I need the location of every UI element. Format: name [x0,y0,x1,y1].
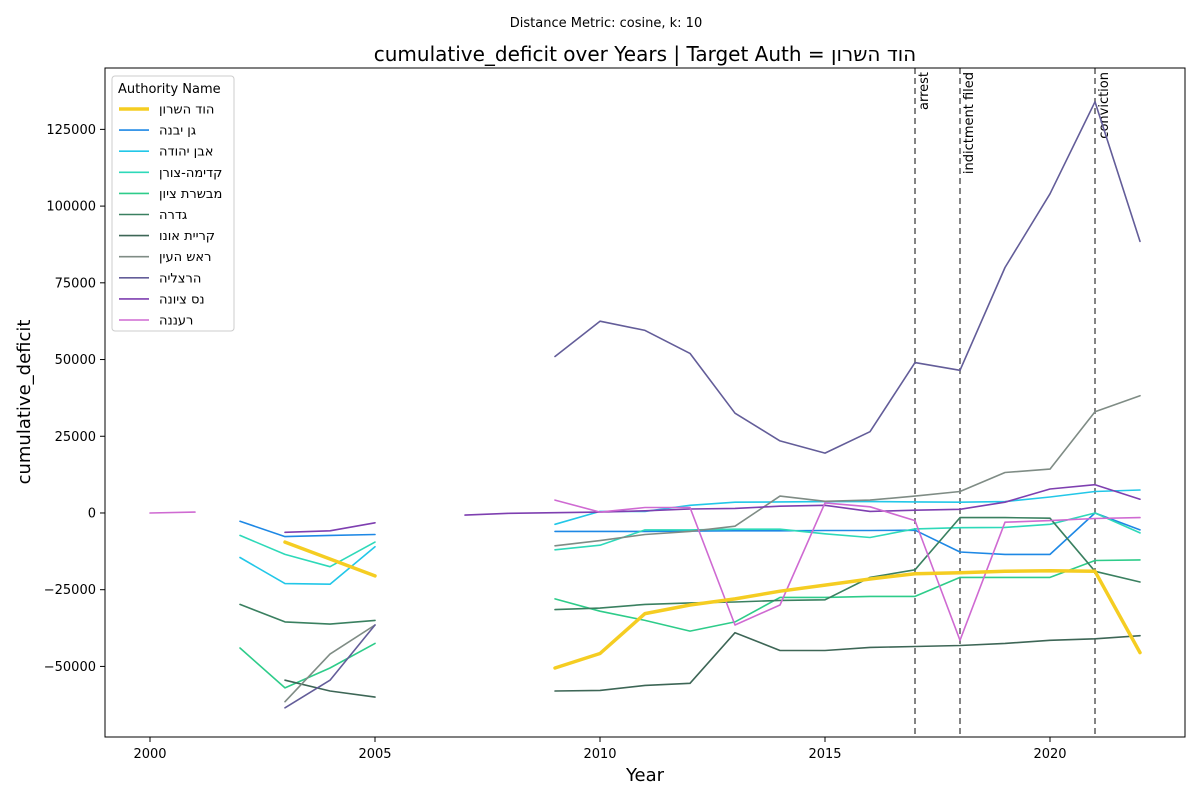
series-line [239,603,376,625]
series-line [554,512,1141,551]
legend-entry: הוד השרון [159,103,214,118]
y-tick-label: 25000 [55,430,96,445]
event-label: indictment filed [962,72,977,174]
series-line [283,540,377,578]
series-line [554,512,1141,556]
x-tick-label: 2005 [358,747,391,762]
legend-entry: קדימה-צורן [159,166,222,181]
plot-frame [104,67,1186,738]
series-line [284,624,376,703]
legend-title: Authority Name [118,82,221,97]
series-line [464,483,1141,516]
series-line [284,679,376,698]
y-tick-label: 50000 [55,353,96,368]
y-tick-label: 0 [88,506,96,521]
y-tick-label: 75000 [55,276,96,291]
x-axis-label: Year [625,765,665,786]
chart-title: cumulative_deficit over Years | Target A… [374,42,917,66]
legend: Authority Name הוד השרון גן יבנה אבן יהודה… [111,75,235,332]
event-label: arrest [917,72,932,110]
series-line [149,511,196,514]
legend-entry: ראש העין [159,250,211,265]
series-line [554,631,1141,692]
series-lines [149,101,1142,709]
axis-ticks: 2000 2005 2010 2015 2020 −50000 −25000 0 25000 50… [44,123,1067,762]
x-tick-label: 2010 [583,747,616,762]
series-line [554,516,1141,611]
legend-box [111,75,235,332]
x-tick-label: 2015 [808,747,841,762]
series-line [239,534,376,568]
legend-entry: גדרה [159,208,187,223]
event-label: conviction [1097,72,1112,139]
legend-entry: הרצליה [159,271,201,286]
y-tick-label: 100000 [46,200,96,215]
legend-entry: מבשרת ציון [159,187,222,202]
chart-subtitle: Distance Metric: cosine, k: 10 [510,16,702,31]
legend-entry: גן יבנה [159,124,196,139]
series-line [554,394,1141,547]
y-tick-label: −25000 [44,583,96,598]
series-line [284,624,376,709]
series-line [554,101,1141,454]
series-line [554,499,1141,642]
legend-entry: נס ציונה [159,292,205,307]
x-tick-label: 2000 [133,747,166,762]
series-line [239,520,376,538]
y-axis-label: cumulative_deficit [14,320,35,485]
series-line [553,568,1142,670]
y-tick-label: −50000 [44,660,96,675]
y-tick-label: 125000 [46,123,96,138]
series-line [239,545,376,586]
legend-entry: קריית אונו [159,229,215,244]
series-line [284,521,376,534]
series-line [554,559,1141,632]
x-tick-label: 2020 [1033,747,1066,762]
legend-entry: אבן יהודה [159,145,213,160]
event-lines: arrest indictment filed conviction [914,68,1112,737]
legend-entry: רעננה [159,314,193,329]
